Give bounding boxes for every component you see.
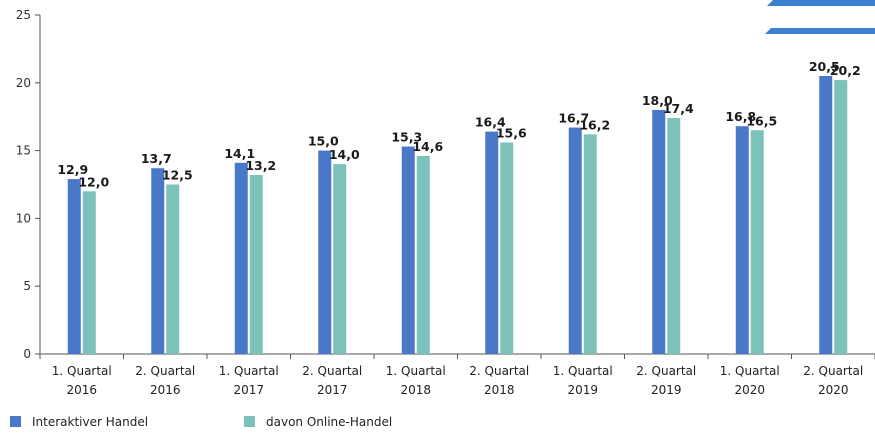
bar-online-handel [834, 80, 848, 354]
y-tick-label: 0 [23, 347, 31, 361]
x-category-label: 2017 [317, 383, 348, 397]
bar-interaktiver-handel [318, 150, 332, 354]
bar-value-label: 14,6 [412, 139, 443, 154]
x-category-label: 2. Quartal [135, 364, 195, 378]
x-category-label: 2017 [233, 383, 264, 397]
legend-swatch [10, 416, 21, 427]
x-category-label: 2019 [651, 383, 682, 397]
bar-online-handel [416, 156, 430, 354]
x-category-label: 2018 [484, 383, 515, 397]
bar-online-handel [667, 118, 681, 354]
bar-interaktiver-handel [652, 109, 666, 354]
y-tick-label: 15 [16, 144, 31, 158]
bar-value-label: 14,1 [224, 146, 255, 161]
bar-online-handel [333, 164, 347, 354]
bar-value-label: 15,0 [308, 134, 339, 149]
bar-interaktiver-handel [234, 162, 248, 354]
bar-value-label: 18,0 [642, 93, 673, 108]
bar-value-label: 16,2 [579, 117, 610, 132]
y-tick-label: 5 [23, 279, 31, 293]
bar-value-label: 20,2 [830, 63, 861, 78]
bar-online-handel [166, 184, 180, 354]
bar-value-label: 14,0 [329, 147, 360, 162]
bar-value-label: 16,5 [746, 113, 777, 128]
bar-interaktiver-handel [67, 179, 81, 354]
bar-value-label: 13,2 [245, 158, 276, 173]
y-tick-label: 10 [16, 211, 31, 225]
corner-decoration-stripe [765, 28, 875, 34]
x-category-label: 2. Quartal [803, 364, 863, 378]
bar-value-label: 17,4 [663, 101, 694, 116]
bar-value-label: 16,8 [725, 109, 756, 124]
x-category-label: 1. Quartal [553, 364, 613, 378]
bar-interaktiver-handel [735, 126, 749, 354]
bar-value-label: 15,6 [496, 125, 527, 140]
x-category-label: 2018 [400, 383, 431, 397]
bar-value-label: 12,0 [78, 174, 109, 189]
bar-interaktiver-handel [401, 146, 415, 354]
bar-value-label: 20,5 [809, 59, 840, 74]
bar-interaktiver-handel [819, 76, 833, 355]
x-category-label: 1. Quartal [720, 364, 780, 378]
y-tick-label: 20 [16, 76, 31, 90]
legend-label: davon Online-Handel [266, 415, 392, 429]
bar-value-label: 16,4 [475, 115, 506, 130]
bar-interaktiver-handel [151, 168, 165, 354]
corner-decoration-stripe [767, 0, 875, 6]
x-category-label: 2. Quartal [302, 364, 362, 378]
bar-online-handel [500, 142, 514, 354]
bar-value-label: 13,7 [141, 151, 172, 166]
bar-value-label: 16,7 [558, 111, 589, 126]
x-category-label: 2020 [734, 383, 765, 397]
bar-online-handel [750, 130, 764, 354]
bar-value-label: 12,5 [162, 168, 193, 183]
x-category-label: 2. Quartal [469, 364, 529, 378]
x-category-label: 2. Quartal [636, 364, 696, 378]
bar-value-label: 12,9 [57, 162, 88, 177]
y-tick-label: 25 [16, 8, 31, 22]
x-category-label: 2019 [567, 383, 598, 397]
x-category-label: 1. Quartal [52, 364, 112, 378]
x-category-label: 2016 [150, 383, 181, 397]
bar-online-handel [249, 175, 263, 354]
x-category-label: 2016 [66, 383, 97, 397]
x-category-label: 1. Quartal [219, 364, 279, 378]
legend-label: Interaktiver Handel [32, 415, 148, 429]
bar-online-handel [82, 191, 96, 354]
legend-swatch [244, 416, 255, 427]
bar-interaktiver-handel [485, 131, 499, 354]
x-category-label: 2020 [818, 383, 849, 397]
bar-value-label: 15,3 [391, 130, 422, 145]
x-category-label: 1. Quartal [386, 364, 446, 378]
bar-interaktiver-handel [568, 127, 582, 354]
bar-online-handel [583, 134, 597, 354]
